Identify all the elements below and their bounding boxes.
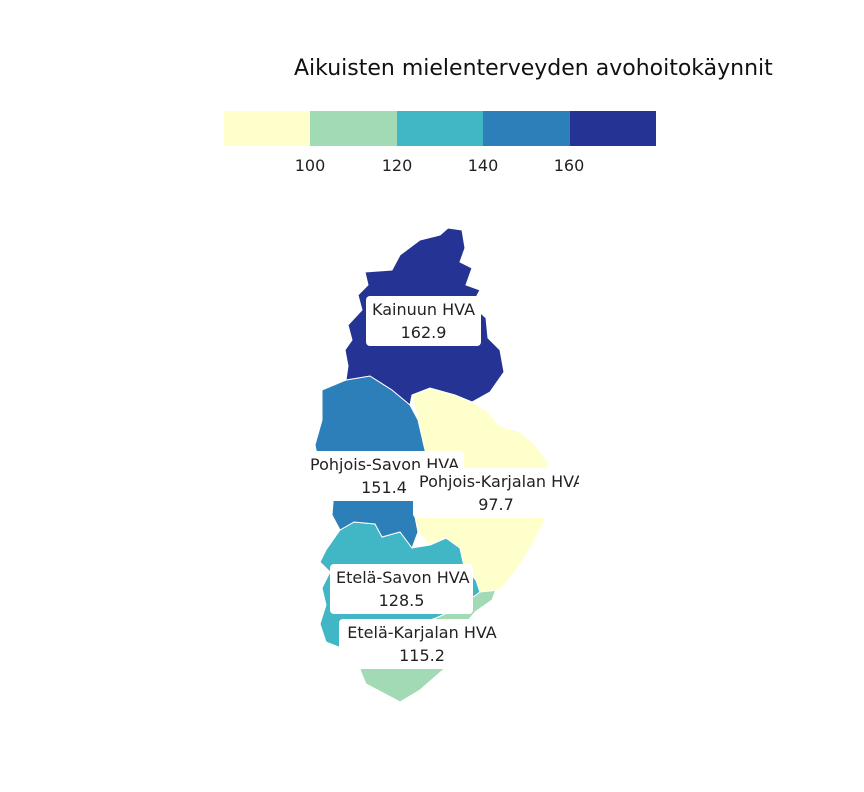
legend-swatch-2 (310, 111, 397, 146)
legend-swatch-1 (224, 111, 311, 146)
legend-tick-120: 120 (381, 156, 413, 175)
color-legend (224, 111, 657, 146)
label-etela-savon: Etelä-Savon HVA 128.5 (330, 564, 473, 614)
legend-swatch-4 (483, 111, 570, 146)
legend-tick-160: 160 (553, 156, 585, 175)
label-kainuun: Kainuun HVA 162.9 (366, 296, 481, 346)
legend-tick-100: 100 (294, 156, 326, 175)
region-value: 97.7 (478, 495, 514, 514)
region-value: 151.4 (361, 478, 407, 497)
label-etela-karjalan: Etelä-Karjalan HVA 115.2 (339, 619, 505, 669)
region-name: Pohjois-Karjalan HVA (419, 472, 579, 491)
region-value: 128.5 (378, 591, 425, 610)
legend-tick-140: 140 (467, 156, 499, 175)
legend-swatch-3 (396, 111, 484, 146)
region-name: Etelä-Karjalan HVA (347, 623, 497, 642)
region-value: 115.2 (399, 646, 445, 665)
label-pohjois-karjalan: Pohjois-Karjalan HVA 97.7 (413, 468, 579, 518)
region-name: Etelä-Savon HVA (336, 568, 470, 587)
region-value: 162.9 (400, 323, 447, 342)
region-name: Kainuun HVA (372, 300, 476, 319)
legend-swatch-5 (569, 111, 657, 146)
map-title: Aikuisten mielenterveyden avohoitokäynni… (294, 56, 773, 81)
